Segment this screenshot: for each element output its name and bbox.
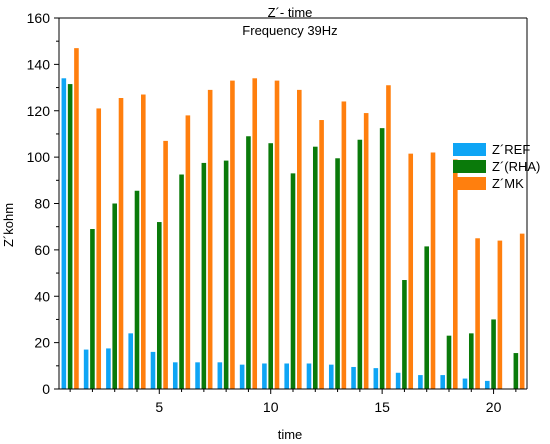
bar-series2-t2 — [90, 229, 95, 389]
bar-series3-t10 — [274, 80, 280, 390]
bar-series2-t4 — [134, 190, 140, 389]
chart-title: Z´- time — [268, 5, 313, 20]
bar-series2-t13 — [335, 158, 340, 389]
bar-series1-t6 — [172, 362, 178, 389]
legend-swatch-1 — [453, 143, 486, 156]
bar-series3-t4 — [141, 94, 146, 390]
bar-series3-t20 — [497, 240, 503, 389]
bar-series1-t3 — [106, 348, 111, 389]
bar-series1-t12 — [306, 363, 312, 389]
bar-series3-t11 — [297, 89, 302, 389]
bar-series3-t1 — [74, 48, 79, 389]
x-tick-label: 10 — [263, 399, 279, 415]
bar-series3-t14 — [363, 113, 369, 389]
y-tick-label: 0 — [42, 381, 50, 397]
y-tick-label: 60 — [34, 242, 50, 258]
bar-series1-t15 — [373, 368, 379, 389]
bar-series3-t7 — [207, 89, 213, 389]
bar-series1-t9 — [239, 364, 245, 389]
bar-series2-t11 — [290, 173, 296, 389]
legend-label-2: Z´(RHA) — [492, 159, 540, 174]
bars-layer — [61, 48, 525, 390]
legend-swatch-2 — [453, 160, 486, 173]
bar-series1-t8 — [217, 362, 223, 389]
axes-layer — [54, 17, 528, 394]
bar-series2-t15 — [379, 128, 385, 389]
bar-series2-t3 — [112, 203, 118, 389]
bar-series2-t20 — [491, 319, 496, 389]
y-tick-label: 140 — [27, 56, 51, 72]
bar-series2-t14 — [357, 139, 363, 389]
bar-series2-t1 — [67, 84, 73, 389]
bar-series1-t16 — [395, 372, 401, 389]
bar-series2-t8 — [223, 160, 229, 389]
bar-series3-t8 — [230, 80, 235, 390]
y-axis-label: Z´kohm — [1, 203, 16, 247]
bar-series2-t18 — [446, 335, 452, 389]
bar-series1-t20 — [484, 380, 490, 389]
bar-series1-t18 — [440, 375, 445, 389]
bar-series1-t13 — [328, 364, 334, 389]
bar-series3-t15 — [386, 85, 391, 390]
bar-series1-t11 — [284, 363, 289, 389]
bar-series2-t17 — [424, 246, 430, 389]
bar-series2-t9 — [246, 136, 251, 389]
bar-series3-t16 — [408, 153, 414, 389]
bar-series3-t6 — [185, 115, 191, 389]
bar-series2-t10 — [268, 143, 274, 389]
bar-series3-t17 — [430, 152, 436, 389]
bar-series3-t13 — [341, 101, 347, 389]
bar-series1-t10 — [262, 363, 267, 389]
bar-series1-t4 — [128, 333, 133, 389]
bar-series2-t19 — [468, 333, 474, 389]
legend-label-3: Z´MK — [492, 176, 524, 191]
bar-series1-t5 — [150, 351, 156, 389]
x-tick-labels: 5 10 15 20 — [155, 399, 501, 415]
legend-swatch-3 — [453, 177, 486, 190]
bar-series2-t12 — [312, 146, 318, 389]
y-tick-label: 100 — [27, 149, 51, 165]
y-tick-label: 40 — [34, 288, 50, 304]
bar-series3-t5 — [163, 140, 168, 389]
y-tick-label: 160 — [27, 10, 51, 26]
x-tick-label: 5 — [155, 399, 163, 415]
y-tick-label: 80 — [34, 196, 50, 212]
legend-label-1: Z´REF — [492, 142, 530, 157]
bar-series1-t17 — [418, 375, 423, 389]
legend: Z´REF Z´(RHA) Z´MK — [453, 142, 540, 191]
bar-series3-t21 — [519, 233, 525, 389]
bar-series3-t2 — [96, 108, 102, 390]
x-tick-label: 15 — [374, 399, 390, 415]
bar-series1-t1 — [61, 78, 67, 389]
bar-series3-t3 — [118, 98, 124, 389]
chart-subtitle: Frequency 39Hz — [242, 23, 337, 38]
bar-series2-t7 — [201, 162, 207, 389]
bar-series1-t19 — [462, 378, 468, 389]
y-tick-label: 120 — [27, 103, 51, 119]
y-tick-labels: 0 20 40 60 80 100 120 140 160 — [27, 10, 51, 397]
bar-series2-t6 — [179, 174, 184, 389]
bar-series1-t14 — [351, 366, 356, 389]
bar-series3-t9 — [252, 78, 258, 389]
bar-series2-t5 — [156, 222, 162, 389]
x-axis-label: time — [278, 427, 303, 442]
bar-series1-t2 — [83, 349, 89, 389]
bar-series2-t21 — [513, 353, 519, 389]
bar-series3-t19 — [475, 238, 480, 389]
bar-series1-t7 — [195, 362, 200, 389]
y-tick-label: 20 — [34, 335, 50, 351]
bar-series3-t18 — [453, 159, 458, 389]
x-tick-label: 20 — [486, 399, 502, 415]
bar-series3-t12 — [319, 120, 324, 389]
bar-series2-t16 — [402, 280, 407, 389]
